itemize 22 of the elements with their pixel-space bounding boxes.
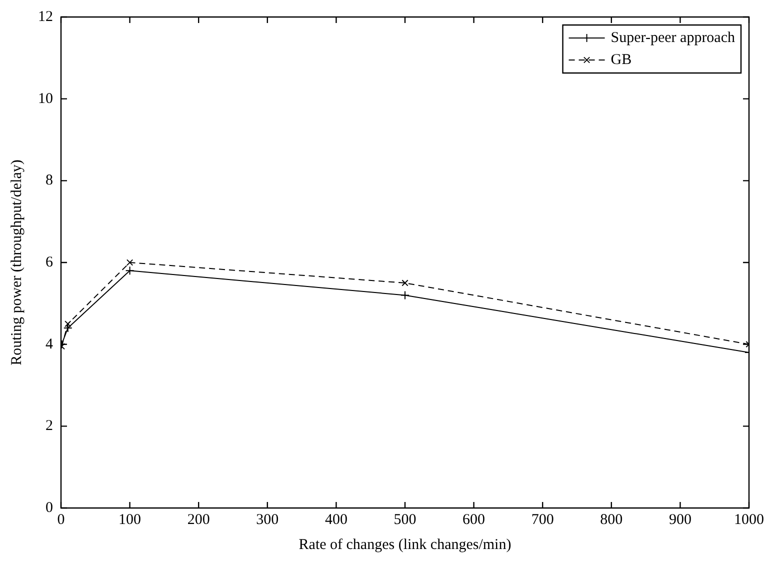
y-tick-label: 4 (46, 336, 54, 352)
x-tick-label: 100 (118, 512, 142, 528)
y-tick-label: 0 (46, 500, 53, 516)
x-tick-label: 300 (256, 512, 279, 528)
y-axis-title: Routing power (throughput/delay) (8, 160, 25, 366)
x-tick-label: 700 (531, 512, 554, 528)
y-tick-label: 2 (46, 418, 53, 434)
legend-label: GB (610, 52, 632, 68)
x-axis-title: Rate of changes (link changes/min) (298, 536, 512, 553)
y-tick-label: 12 (38, 8, 53, 25)
x-tick-label: 600 (462, 512, 486, 528)
x-tick-label: 400 (324, 512, 348, 528)
x-tick-label: 0 (57, 512, 65, 528)
x-tick-label: 800 (600, 512, 623, 528)
y-tick-label: 10 (38, 90, 53, 107)
y-tick-label: 8 (46, 172, 53, 189)
y-tick-label: 6 (46, 254, 54, 270)
x-tick-label: 500 (394, 512, 416, 528)
x-tick-label: 200 (187, 512, 210, 528)
legend-label: Super-peer approach (610, 30, 736, 46)
x-tick-label: 1000 (734, 512, 764, 528)
x-tick-label: 900 (668, 512, 692, 528)
